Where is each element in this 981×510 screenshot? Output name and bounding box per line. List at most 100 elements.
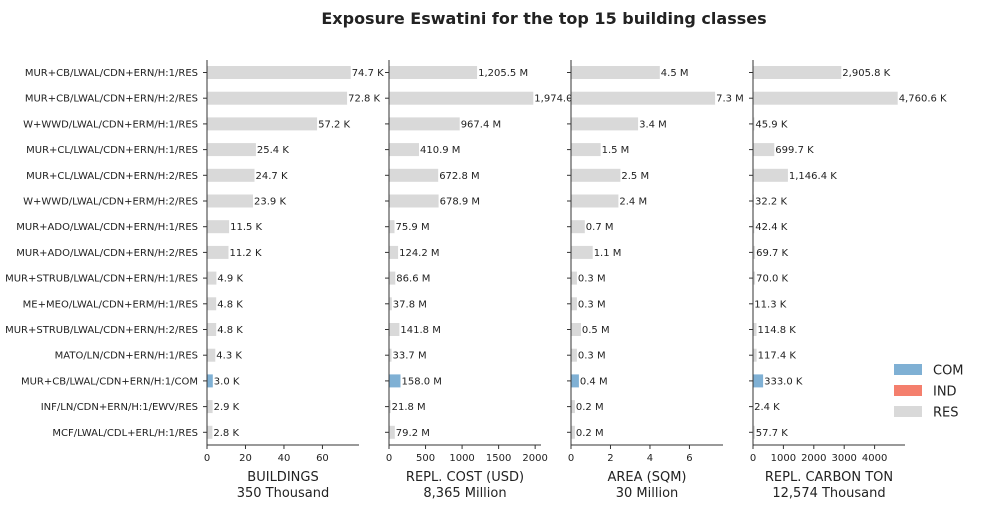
panel-2: 1,205.5 M 1,974.0 M 967.4 M 410.9 M 672.8 M 6… — [385, 60, 584, 501]
category-label: MCF/LWAL/CDL+ERL/H:1/RES — [52, 428, 198, 439]
category-label: MUR+CB/LWAL/CDN+ERN/H:1/RES — [25, 68, 198, 79]
value-label: 1,974.0 M — [534, 94, 584, 105]
category-label: MUR+ADO/LWAL/CDN+ERN/H:2/RES — [16, 248, 198, 259]
x-tick-label: 500 — [416, 453, 435, 464]
x-tick-label: 6 — [686, 453, 692, 464]
panel-1: 74.7 K MUR+CB/LWAL/CDN+ERN/H:1/RES 72.8 K M… — [5, 60, 384, 501]
value-label: 37.8 M — [393, 299, 427, 310]
bar-res — [753, 220, 755, 234]
value-label: 1,205.5 M — [478, 68, 528, 79]
panel-total: 350 Thousand — [237, 486, 330, 501]
value-label: 69.7 K — [756, 248, 788, 259]
value-label: 4.8 K — [217, 299, 243, 310]
bar-res — [571, 425, 575, 439]
x-tick-label: 40 — [278, 453, 291, 464]
bar-res — [571, 194, 619, 208]
value-label: 0.5 M — [582, 325, 610, 336]
value-label: 672.8 M — [439, 171, 479, 182]
bar-res — [389, 271, 396, 285]
bar-res — [389, 91, 534, 105]
value-label: 0.2 M — [576, 402, 604, 413]
value-label: 0.2 M — [576, 428, 604, 439]
x-tick-label: 2000 — [801, 453, 826, 464]
bar-res — [571, 400, 575, 414]
bar-res — [207, 271, 217, 285]
value-label: 117.4 K — [758, 351, 797, 362]
value-label: 1,146.4 K — [789, 171, 837, 182]
category-label: MUR+STRUB/LWAL/CDN+ERN/H:2/RES — [5, 325, 198, 336]
bar-res — [207, 425, 213, 439]
bar-res — [389, 117, 460, 131]
value-label: 70.0 K — [756, 274, 788, 285]
x-axis-label: BUILDINGS — [247, 470, 318, 485]
x-tick-label: 60 — [316, 453, 329, 464]
value-label: 2.4 K — [754, 402, 780, 413]
bar-res — [389, 66, 478, 79]
bar-res — [207, 323, 217, 336]
bar-res — [753, 91, 898, 105]
bar-res — [207, 220, 230, 234]
legend-label-res: RES — [933, 406, 959, 421]
value-label: 4.3 K — [216, 351, 242, 362]
bar-res — [389, 348, 392, 362]
bar-res — [571, 168, 621, 182]
value-label: 333.0 K — [764, 376, 803, 387]
value-label: 410.9 M — [420, 145, 460, 156]
bar-res — [207, 66, 351, 79]
bar-res — [207, 143, 256, 157]
value-label: 0.3 M — [578, 351, 606, 362]
value-label: 11.3 K — [754, 299, 786, 310]
value-label: 3.4 M — [639, 119, 667, 130]
value-label: 86.6 M — [396, 274, 430, 285]
bar-res — [207, 245, 229, 259]
chart-panels: 74.7 K MUR+CB/LWAL/CDN+ERN/H:1/RES 72.8 K M… — [5, 60, 947, 501]
value-label: 4.8 K — [217, 325, 243, 336]
value-label: 11.5 K — [230, 222, 262, 233]
chart-title: Exposure Eswatini for the top 15 buildin… — [321, 9, 766, 28]
bar-res — [753, 323, 757, 336]
value-label: 2.8 K — [213, 428, 239, 439]
bar-com — [571, 374, 579, 388]
panel-total: 8,365 Million — [423, 486, 506, 501]
category-label: ME+MEO/LWAL/CDN+ERM/H:1/RES — [23, 299, 198, 310]
x-axis-label: REPL. CARBON TON — [765, 470, 893, 485]
bar-com — [207, 374, 213, 388]
value-label: 72.8 K — [348, 94, 380, 105]
bar-res — [571, 117, 639, 131]
bar-res — [753, 66, 842, 79]
bar-res — [571, 348, 577, 362]
value-label: 2,905.8 K — [842, 68, 890, 79]
value-label: 25.4 K — [257, 145, 289, 156]
panel-total: 30 Million — [616, 486, 679, 501]
x-tick-label: 0 — [386, 453, 392, 464]
category-label: MUR+CB/LWAL/CDN+ERN/H:1/COM — [21, 376, 198, 387]
bar-res — [207, 91, 348, 105]
bar-res — [207, 168, 255, 182]
value-label: 0.7 M — [586, 222, 614, 233]
value-label: 33.7 M — [393, 351, 427, 362]
value-label: 75.9 M — [396, 222, 430, 233]
bar-res — [571, 271, 577, 285]
value-label: 79.2 M — [396, 428, 430, 439]
value-label: 1.5 M — [602, 145, 630, 156]
value-label: 7.3 M — [716, 94, 744, 105]
bar-res — [389, 194, 439, 208]
value-label: 42.4 K — [755, 222, 787, 233]
category-label: MATO/LN/CDN+ERN/H:1/RES — [55, 351, 198, 362]
bar-res — [753, 245, 756, 259]
x-tick-label: 4000 — [862, 453, 887, 464]
x-tick-label: 3000 — [831, 453, 856, 464]
panel-total: 12,574 Thousand — [772, 486, 885, 501]
bar-res — [207, 297, 217, 311]
x-tick-label: 0 — [204, 453, 210, 464]
legend-label-com: COM — [933, 364, 964, 379]
bar-res — [571, 66, 660, 79]
value-label: 699.7 K — [775, 145, 814, 156]
bar-res — [389, 143, 419, 157]
category-label: MUR+CB/LWAL/CDN+ERN/H:2/RES — [25, 94, 198, 105]
bar-res — [389, 168, 439, 182]
value-label: 4.5 M — [661, 68, 689, 79]
category-label: MUR+CL/LWAL/CDN+ERN/H:2/RES — [26, 171, 198, 182]
value-label: 74.7 K — [352, 68, 384, 79]
